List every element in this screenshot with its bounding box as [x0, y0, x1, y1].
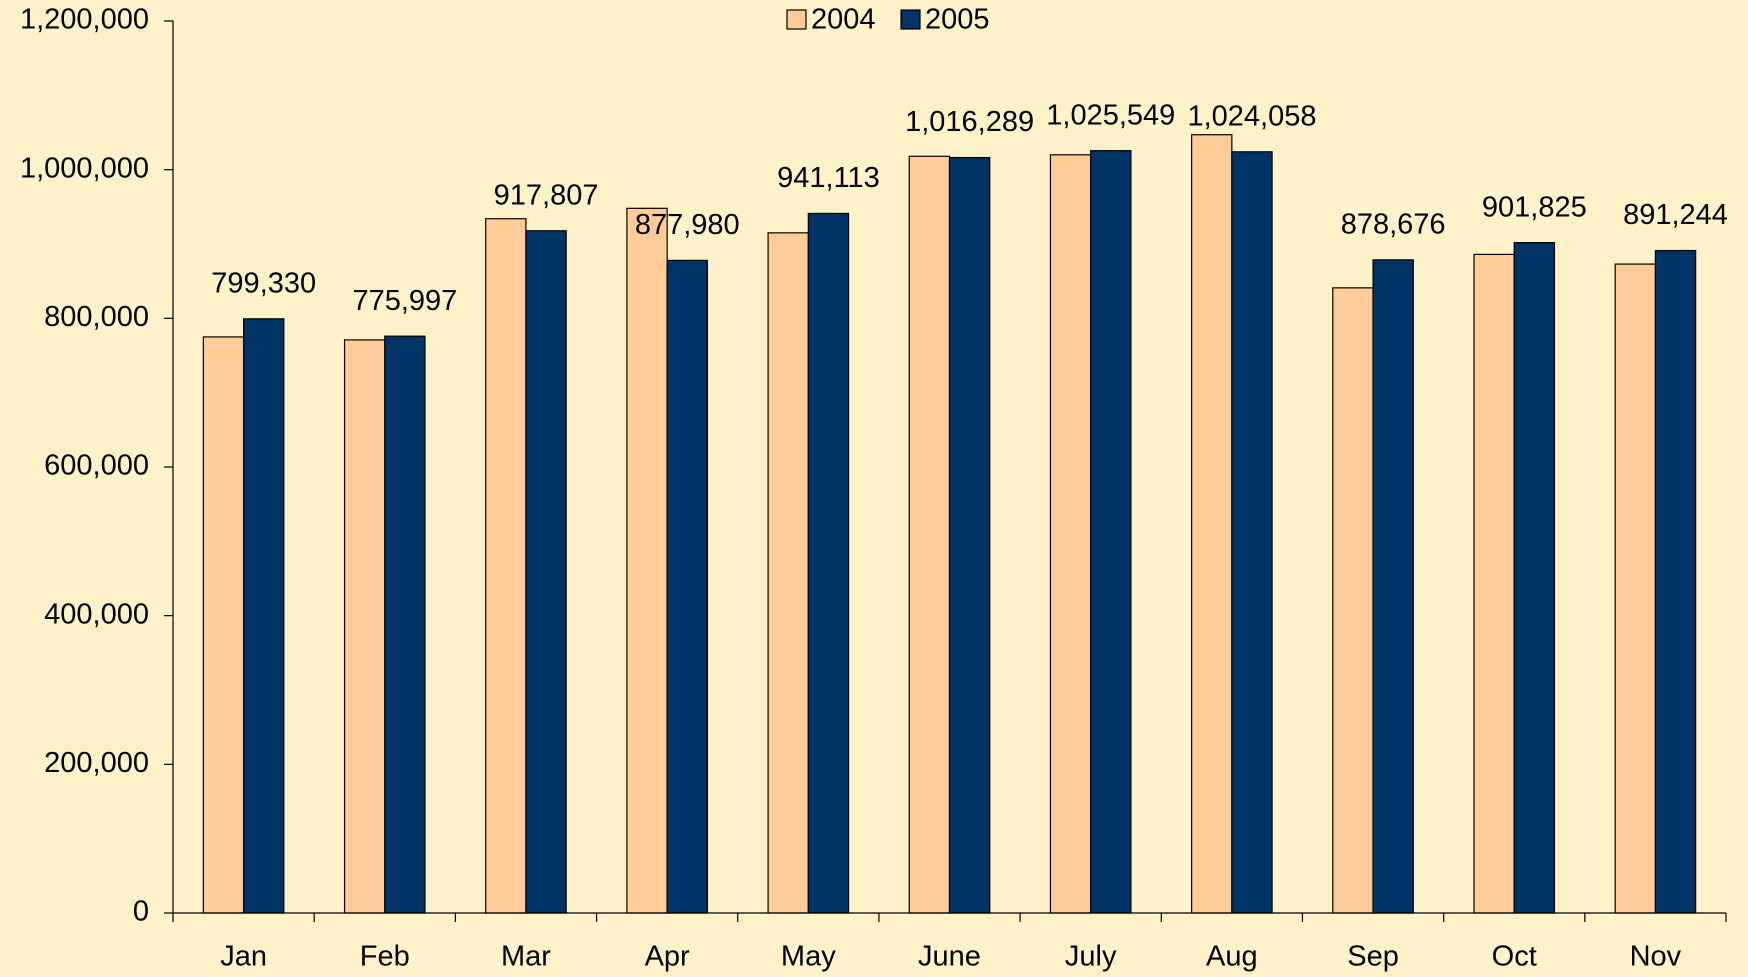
data-label: 1,024,058	[1187, 100, 1316, 132]
x-tick-label: June	[918, 941, 981, 973]
x-tick-label: Feb	[360, 941, 410, 973]
bar	[1473, 253, 1515, 914]
bar	[384, 335, 426, 914]
bar	[343, 339, 386, 914]
data-label: 941,113	[777, 162, 880, 194]
y-tick-label: 200,000	[44, 747, 149, 779]
bar	[242, 318, 285, 914]
legend-label: 2004	[811, 4, 876, 36]
bar	[1332, 287, 1374, 914]
bar	[202, 336, 245, 914]
data-label: 877,980	[635, 209, 740, 241]
data-label: 901,825	[1482, 191, 1587, 223]
y-tick-label: 600,000	[44, 450, 149, 482]
bar	[485, 218, 527, 914]
bar	[626, 207, 668, 914]
legend-swatch	[786, 9, 807, 30]
data-label: 891,244	[1623, 199, 1728, 231]
legend-swatch	[900, 9, 921, 30]
bar	[1654, 249, 1697, 914]
data-label: 775,997	[352, 285, 457, 317]
bar	[767, 232, 809, 914]
bar	[1049, 154, 1092, 914]
data-label: 1,025,549	[1046, 99, 1175, 131]
x-tick-label: Oct	[1492, 941, 1537, 973]
y-tick-label: 400,000	[44, 598, 149, 630]
data-label: 799,330	[211, 267, 316, 299]
bar	[1614, 263, 1657, 914]
data-label: 1,016,289	[905, 106, 1034, 138]
x-tick-label: Sep	[1347, 941, 1399, 973]
x-tick-label: Aug	[1206, 941, 1258, 973]
bar	[1231, 151, 1273, 914]
bar	[908, 155, 951, 914]
data-label: 917,807	[494, 179, 599, 211]
bar	[948, 156, 991, 914]
bar	[807, 212, 850, 914]
bar	[525, 230, 567, 914]
x-tick-label: July	[1065, 941, 1117, 973]
y-tick-label: 1,200,000	[20, 4, 149, 36]
bar	[1513, 242, 1556, 914]
legend-label: 2005	[925, 4, 990, 36]
data-label: 878,676	[1341, 209, 1446, 241]
y-tick-label: 1,000,000	[20, 152, 149, 184]
bar	[1090, 150, 1132, 914]
x-tick-label: May	[781, 941, 836, 973]
x-tick-label: Jan	[220, 941, 267, 973]
y-tick-label: 800,000	[44, 301, 149, 333]
y-tick-label: 0	[133, 896, 149, 928]
bar	[1372, 259, 1414, 914]
bar	[666, 259, 708, 914]
x-tick-label: Mar	[501, 941, 551, 973]
x-tick-label: Nov	[1630, 941, 1682, 973]
x-tick-label: Apr	[645, 941, 690, 973]
bar	[1191, 134, 1233, 914]
